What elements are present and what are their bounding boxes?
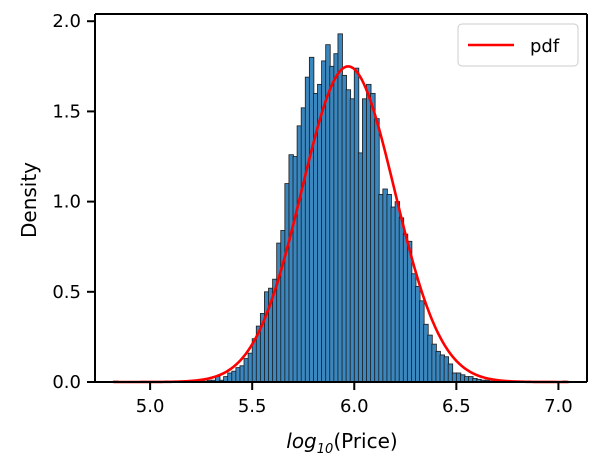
x-tick-label: 6.0	[340, 396, 369, 417]
x-tick-label: 5.5	[238, 396, 267, 417]
histogram-bars	[113, 34, 567, 382]
x-axis-label-rest: (Price)	[333, 429, 397, 453]
x-axis-label-log: log	[286, 429, 317, 453]
y-tick-label: 0.0	[52, 372, 81, 393]
legend: pdf	[458, 24, 578, 66]
y-tick-label: 0.5	[52, 282, 81, 303]
y-tick-label: 1.5	[52, 101, 81, 122]
legend-pdf-label: pdf	[530, 36, 560, 57]
x-axis-label: log10(Price)	[286, 429, 397, 457]
x-tick-label: 6.5	[442, 396, 471, 417]
y-axis-label: Density	[17, 162, 41, 238]
y-tick-label: 2.0	[52, 11, 81, 32]
x-tick-label: 7.0	[544, 396, 573, 417]
y-axis-ticks: 0.0 0.5 1.0 1.5 2.0	[52, 11, 95, 393]
y-tick-label: 1.0	[52, 192, 81, 213]
x-axis-label-subscript: 10	[317, 442, 334, 457]
x-axis-ticks: 5.0 5.5 6.0 6.5 7.0	[136, 382, 573, 417]
x-tick-label: 5.0	[136, 396, 165, 417]
